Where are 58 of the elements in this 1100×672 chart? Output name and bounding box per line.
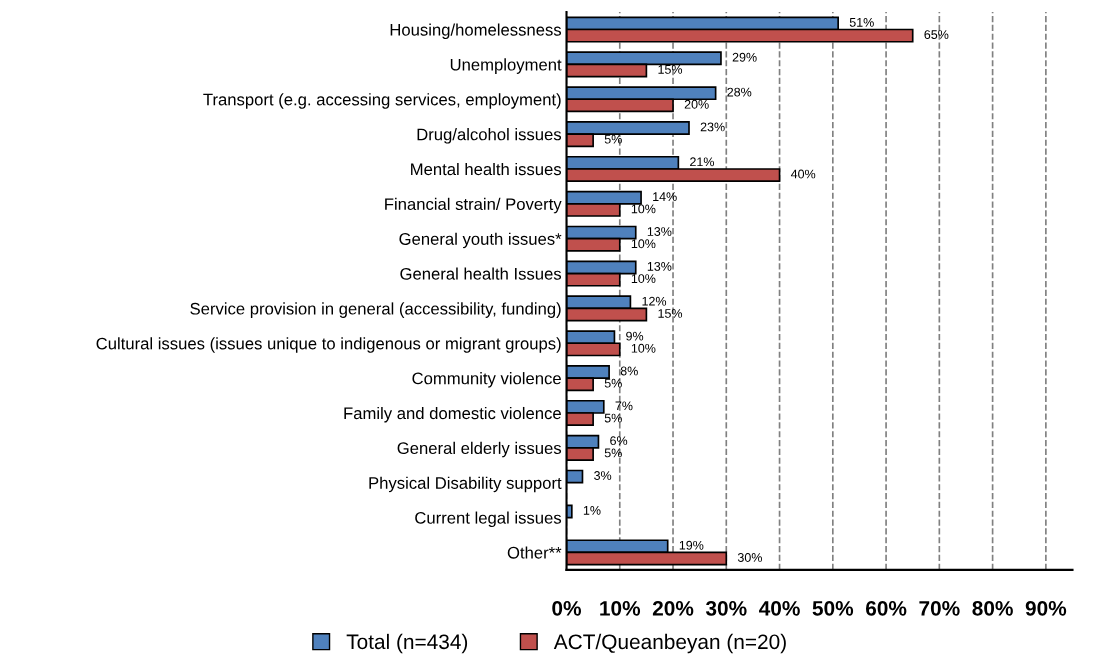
y-tick-label: Housing/homelessness bbox=[390, 23, 562, 40]
legend-label: ACT/Queanbeyan (n=20) bbox=[553, 633, 786, 654]
data-label: 23% bbox=[700, 122, 725, 132]
data-label: 5% bbox=[604, 448, 622, 458]
data-label: 6% bbox=[610, 436, 628, 446]
data-label: 12% bbox=[642, 296, 667, 306]
y-tick-label: General youth issues* bbox=[399, 232, 562, 249]
y-tick-label: Other** bbox=[507, 546, 562, 559]
x-tick-label: 50% bbox=[812, 600, 854, 616]
legend-label: Total (n=434) bbox=[346, 633, 468, 654]
data-label: 1% bbox=[583, 506, 601, 515]
x-tick-label: 20% bbox=[652, 600, 694, 616]
x-tick-label: 10% bbox=[600, 600, 641, 616]
data-label: 13% bbox=[647, 227, 672, 236]
x-tick-label: 80% bbox=[972, 600, 1013, 616]
data-label: 40% bbox=[790, 169, 816, 179]
y-tick-label: General health Issues bbox=[400, 267, 562, 280]
data-label: 28% bbox=[727, 87, 752, 97]
data-label: 29% bbox=[732, 52, 757, 62]
data-label: 65% bbox=[924, 30, 949, 39]
y-tick-label: Cultural issues (issues unique to indigenous or migrant groups) bbox=[96, 337, 561, 353]
data-label: 5% bbox=[604, 378, 622, 388]
y-tick-label: Mental health issues bbox=[411, 162, 562, 176]
x-tick-label: 60% bbox=[865, 600, 907, 616]
data-label: 19% bbox=[679, 540, 704, 550]
data-label: 21% bbox=[690, 157, 715, 167]
x-tick-label: 0% bbox=[552, 600, 582, 616]
data-label: 10% bbox=[631, 239, 656, 249]
data-label: 5% bbox=[604, 134, 622, 144]
data-label: 30% bbox=[737, 553, 762, 562]
y-tick-label: Unemployment bbox=[450, 58, 562, 74]
x-tick-label: 70% bbox=[919, 600, 960, 616]
data-label: 3% bbox=[594, 471, 612, 480]
data-label: 9% bbox=[626, 331, 644, 341]
data-label: 20% bbox=[684, 99, 709, 109]
data-label: 10% bbox=[631, 204, 656, 214]
y-tick-label: Service provision in general (accessibility, funding) bbox=[190, 302, 561, 318]
x-tick-label: 90% bbox=[1025, 600, 1067, 616]
data-label: 8% bbox=[620, 366, 638, 376]
y-tick-label: Current legal issues bbox=[415, 511, 562, 528]
y-tick-label: Community violence bbox=[412, 372, 561, 388]
y-tick-label: Family and domestic violence bbox=[344, 406, 561, 423]
data-label: 13% bbox=[647, 261, 672, 271]
y-tick-label: Transport (e.g. accessing services, employment) bbox=[203, 93, 561, 109]
data-label: 10% bbox=[631, 274, 656, 283]
data-label: 10% bbox=[631, 343, 656, 353]
data-label: 14% bbox=[653, 192, 677, 202]
data-label: 15% bbox=[658, 309, 683, 318]
x-tick-label: 40% bbox=[759, 600, 800, 616]
data-label: 15% bbox=[658, 65, 683, 74]
x-tick-label: 30% bbox=[705, 600, 747, 616]
y-tick-label: Drug/alcohol issues bbox=[417, 128, 562, 144]
y-tick-label: General elderly issues bbox=[397, 441, 562, 458]
data-label: 7% bbox=[615, 401, 633, 411]
y-tick-label: Financial strain/ Poverty bbox=[385, 197, 562, 214]
y-tick-label: Physical Disability support bbox=[369, 476, 562, 493]
data-label: 5% bbox=[604, 413, 622, 423]
data-label: 51% bbox=[849, 17, 874, 27]
